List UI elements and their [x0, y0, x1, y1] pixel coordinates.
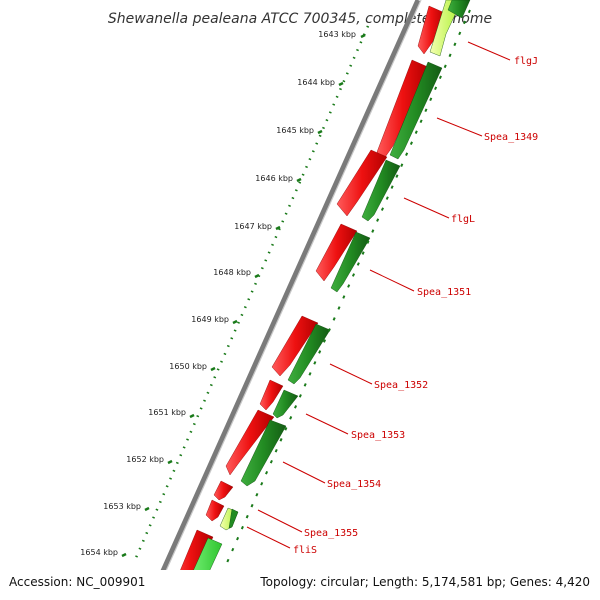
tick-label: 1654 kbp — [80, 548, 118, 557]
tick-label: 1650 kbp — [169, 362, 207, 371]
gene-forward — [336, 149, 388, 217]
leader-line — [436, 117, 483, 137]
tick-mark — [121, 552, 127, 558]
gene-forward — [213, 480, 234, 501]
gene-label-flgj: flgJ — [514, 56, 538, 67]
tick-label: 1653 kbp — [103, 502, 141, 511]
inner-ruler — [214, 9, 471, 591]
gene-label-spea-1355: Spea_1355 — [304, 528, 358, 539]
tick-mark — [360, 33, 366, 39]
tick-mark — [232, 319, 238, 325]
tick-label: 1644 kbp — [297, 78, 335, 87]
major-ticks — [121, 33, 366, 558]
footer-background — [0, 570, 600, 600]
gene-reverse — [272, 389, 299, 419]
tick-label: 1652 kbp — [126, 455, 164, 464]
gene-forward — [376, 59, 429, 161]
gene-label-spea-1354: Spea_1354 — [327, 479, 381, 490]
gene-reverse — [330, 231, 371, 293]
gene-label-spea-1349: Spea_1349 — [484, 132, 538, 143]
gene-reverse — [287, 323, 331, 385]
gene-reverse-highlight — [429, 0, 463, 57]
leader-line — [369, 269, 415, 292]
tick-mark — [254, 273, 260, 279]
genome-backbone-highlight — [152, 0, 422, 600]
gene-label-spea-1351: Spea_1351 — [417, 287, 471, 298]
genome-summary-text: Topology: circular; Length: 5,174,581 bp… — [259, 575, 590, 589]
leader-line — [257, 509, 303, 533]
tick-label: 1647 kbp — [234, 222, 272, 231]
tick-mark — [210, 366, 216, 372]
leader-line — [246, 526, 291, 549]
gene-label-spea-1353: Spea_1353 — [351, 430, 405, 441]
tick-label: 1648 kbp — [213, 268, 251, 277]
tick-label: 1643 kbp — [318, 30, 356, 39]
tick-mark — [275, 225, 281, 231]
gene-reverse — [361, 159, 401, 222]
gene-label-flgl: flgL — [451, 214, 475, 225]
tick-labels: 1643 kbp 1644 kbp 1645 kbp 1646 kbp 1647… — [80, 30, 356, 557]
map-title: Shewanella pealeana ATCC 700345, complet… — [108, 11, 492, 27]
leader-line — [467, 41, 511, 61]
tick-label: 1646 kbp — [255, 174, 293, 183]
tick-ruler — [133, 25, 370, 561]
forward-strand-genes — [167, 5, 446, 600]
tick-mark — [338, 81, 344, 87]
gene-reverse — [389, 61, 443, 160]
label-leaders — [246, 41, 511, 549]
gene-reverse — [228, 508, 239, 529]
reverse-strand-genes — [179, 0, 471, 600]
genome-backbone — [147, 0, 421, 600]
leader-line — [282, 461, 326, 484]
gene-forward — [225, 409, 275, 476]
tick-mark — [189, 413, 195, 419]
gene-label-spea-1352: Spea_1352 — [374, 380, 428, 391]
leader-line — [305, 413, 349, 435]
gene-labels: flgJ Spea_1349 flgL Spea_1351 Spea_1352 … — [293, 56, 538, 556]
tick-label: 1651 kbp — [148, 408, 186, 417]
gene-forward — [271, 315, 319, 377]
gene-label-flis: fliS — [293, 545, 317, 556]
gene-reverse — [240, 419, 287, 487]
gene-forward — [259, 379, 284, 411]
tick-mark — [296, 177, 302, 183]
leader-line — [329, 363, 373, 385]
gene-forward — [315, 223, 358, 282]
tick-label: 1645 kbp — [276, 126, 314, 135]
leader-line — [403, 197, 450, 219]
accession-text: Accession: NC_009901 — [9, 575, 145, 589]
tick-label: 1649 kbp — [191, 315, 229, 324]
gene-reverse — [447, 0, 471, 19]
tick-mark — [144, 506, 150, 512]
tick-mark — [317, 129, 323, 135]
gene-forward — [205, 499, 225, 522]
tick-mark — [167, 459, 173, 465]
